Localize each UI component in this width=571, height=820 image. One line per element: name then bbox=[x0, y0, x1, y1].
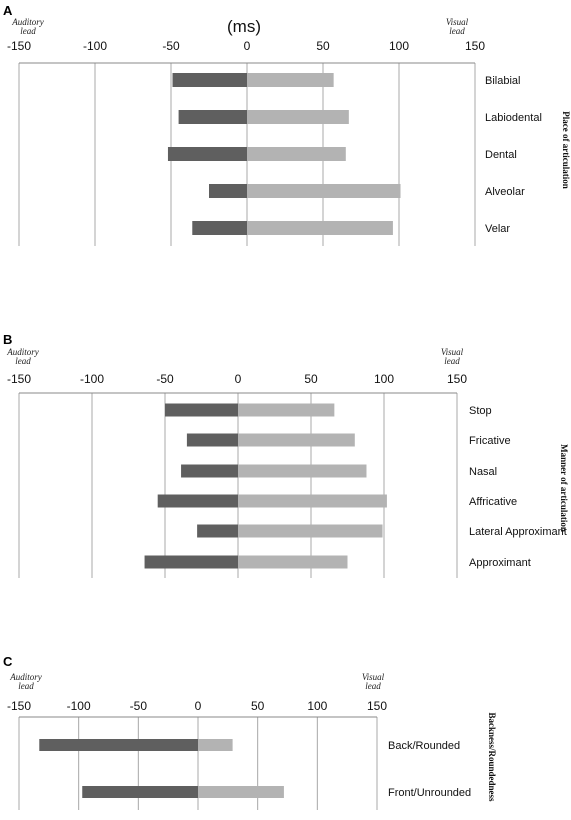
bar-visual-lead bbox=[238, 524, 383, 538]
auditory-lead-note: Auditory lead bbox=[11, 17, 44, 36]
panel-letter: B bbox=[3, 332, 12, 347]
bar-visual-lead bbox=[247, 73, 334, 87]
tick-label: -100 bbox=[83, 39, 107, 53]
bar-visual-lead bbox=[238, 464, 367, 478]
side-title: Place of articulation bbox=[561, 111, 571, 188]
tick-label: 50 bbox=[251, 699, 265, 713]
bar-auditory-lead bbox=[39, 739, 198, 751]
tick-label: -100 bbox=[67, 699, 91, 713]
tick-label: 150 bbox=[447, 372, 467, 386]
tick-label: -100 bbox=[80, 372, 104, 386]
bar-auditory-lead bbox=[167, 147, 247, 161]
tick-label: 100 bbox=[389, 39, 409, 53]
bar-auditory-lead bbox=[186, 433, 238, 447]
visual-lead-note: Visual lead bbox=[362, 672, 385, 691]
tick-label: 50 bbox=[316, 39, 330, 53]
bar-auditory-lead bbox=[192, 221, 247, 235]
tick-label: -150 bbox=[7, 372, 31, 386]
category-label: Stop bbox=[469, 405, 492, 417]
category-label: Alveolar bbox=[485, 186, 525, 198]
bar-visual-lead bbox=[238, 555, 348, 569]
tick-label: 150 bbox=[465, 39, 485, 53]
visual-lead-note: Visual lead bbox=[441, 347, 464, 366]
category-label: Nasal bbox=[469, 466, 497, 478]
category-label: Lateral Approximant bbox=[469, 526, 567, 538]
tick-label: 50 bbox=[304, 372, 318, 386]
auditory-lead-note: Auditory lead bbox=[6, 347, 39, 366]
category-label: Bilabial bbox=[485, 75, 520, 87]
bar-auditory-lead bbox=[178, 110, 247, 124]
bar-auditory-lead bbox=[209, 184, 247, 198]
tick-label: 0 bbox=[195, 699, 202, 713]
bar-auditory-lead bbox=[172, 73, 247, 87]
bar-auditory-lead bbox=[144, 555, 238, 569]
bar-visual-lead bbox=[198, 786, 284, 798]
bar-visual-lead bbox=[247, 221, 393, 235]
unit-label: (ms) bbox=[227, 17, 261, 36]
tick-label: 0 bbox=[235, 372, 242, 386]
tick-label: -150 bbox=[7, 39, 31, 53]
bar-visual-lead bbox=[247, 110, 349, 124]
bar-visual-lead bbox=[238, 433, 355, 447]
chart-panel-a: A (ms) Auditory lead Visual lead -150 -100 -50 0 5… bbox=[3, 3, 571, 246]
category-label: Fricative bbox=[469, 435, 511, 447]
bar-visual-lead bbox=[238, 403, 335, 417]
tick-label: 100 bbox=[307, 699, 327, 713]
bar-visual-lead bbox=[247, 184, 401, 198]
category-label: Dental bbox=[485, 149, 517, 161]
tick-label: 150 bbox=[367, 699, 387, 713]
bar-auditory-lead bbox=[181, 464, 238, 478]
bar-visual-lead bbox=[247, 147, 346, 161]
category-label: Labiodental bbox=[485, 112, 542, 124]
category-label: Approximant bbox=[469, 557, 531, 569]
bar-auditory-lead bbox=[82, 786, 198, 798]
category-label: Front/Unrounded bbox=[388, 787, 471, 799]
category-label: Back/Rounded bbox=[388, 740, 460, 752]
auditory-lead-note: Auditory lead bbox=[9, 672, 42, 691]
panel-letter: C bbox=[3, 654, 13, 669]
tick-label: 0 bbox=[244, 39, 251, 53]
bar-auditory-lead bbox=[165, 403, 238, 417]
tick-label: -50 bbox=[156, 372, 174, 386]
tick-label: -50 bbox=[162, 39, 180, 53]
category-label: Velar bbox=[485, 223, 510, 235]
category-label: Affricative bbox=[469, 496, 517, 508]
bar-auditory-lead bbox=[157, 494, 238, 508]
bar-visual-lead bbox=[238, 494, 387, 508]
tick-label: -150 bbox=[7, 699, 31, 713]
visual-lead-note: Visual lead bbox=[446, 17, 469, 36]
tick-label: -50 bbox=[130, 699, 148, 713]
bar-visual-lead bbox=[198, 739, 233, 751]
bar-auditory-lead bbox=[197, 524, 238, 538]
tick-label: 100 bbox=[374, 372, 394, 386]
panel-letter: A bbox=[3, 3, 13, 18]
side-title: Backness/Roundedness bbox=[487, 712, 497, 802]
chart-panel-c: C Auditory lead Visual lead -150 -100 -50 0 50 100… bbox=[3, 654, 497, 810]
side-title: Manner of articulation bbox=[559, 444, 569, 532]
